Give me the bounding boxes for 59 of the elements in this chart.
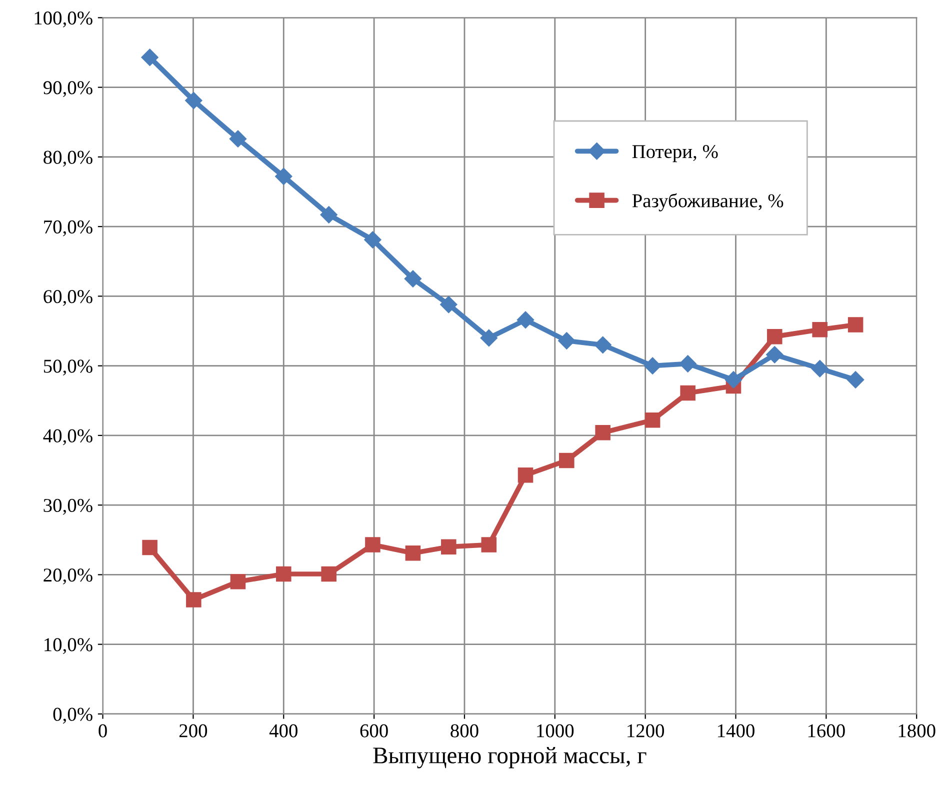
point	[644, 357, 662, 374]
x-tick-label: 1600	[808, 724, 845, 738]
y-tick-label: 20,0%	[44, 568, 92, 584]
x-tick-label: 1400	[718, 724, 754, 738]
point	[440, 296, 458, 314]
point	[766, 328, 782, 344]
point	[679, 355, 696, 372]
point	[724, 371, 742, 388]
y-tick-label: 70,0%	[44, 220, 92, 236]
point	[229, 130, 247, 148]
point	[321, 566, 336, 582]
point	[320, 206, 338, 224]
point	[230, 574, 246, 590]
point	[595, 425, 610, 440]
legend-label: Разубоживание, %	[632, 193, 784, 212]
legend-label: Потери, %	[632, 145, 718, 162]
point	[404, 270, 422, 288]
y-tick-label: 40,0%	[43, 429, 92, 446]
y-tick-label: 50,0%	[44, 360, 92, 376]
point	[812, 322, 828, 338]
point	[594, 336, 612, 354]
y-tick-label: 0,0%	[53, 708, 92, 724]
point	[644, 412, 660, 428]
y-tick-label: 60,0%	[44, 290, 92, 306]
x-tick-label: 400	[269, 724, 298, 738]
x-tick-label: 800	[450, 724, 478, 738]
x-tick-label: 1000	[537, 724, 574, 738]
point	[847, 371, 864, 388]
point	[766, 346, 784, 364]
y-tick-label: 10,0%	[44, 638, 92, 654]
point	[480, 329, 498, 347]
point	[186, 592, 202, 608]
point	[848, 317, 864, 332]
x-tick-label: 200	[179, 724, 208, 738]
point	[559, 452, 574, 468]
point	[680, 385, 696, 401]
point	[141, 48, 158, 66]
point	[364, 231, 382, 248]
x-tick-label: 600	[360, 724, 388, 738]
y-tick-label: 90,0%	[43, 81, 92, 98]
point	[185, 92, 202, 110]
x-axis-title: Выпущено горной массы, г	[373, 747, 646, 768]
x-tick-label: 1800	[898, 724, 936, 738]
point	[365, 537, 380, 552]
point	[441, 539, 456, 554]
y-tick-label: 80,0%	[44, 150, 92, 167]
x-tick-label: 1200	[628, 724, 664, 738]
point	[558, 332, 576, 350]
point	[275, 168, 292, 185]
point	[811, 360, 828, 378]
point	[405, 545, 421, 561]
point	[276, 566, 292, 582]
point	[142, 540, 158, 556]
point	[518, 467, 534, 483]
point	[516, 311, 534, 328]
x-tick-label: 0	[98, 724, 107, 738]
y-tick-label: 100,0%	[34, 12, 92, 28]
y-tick-label: 30,0%	[44, 498, 92, 515]
point	[481, 537, 497, 552]
